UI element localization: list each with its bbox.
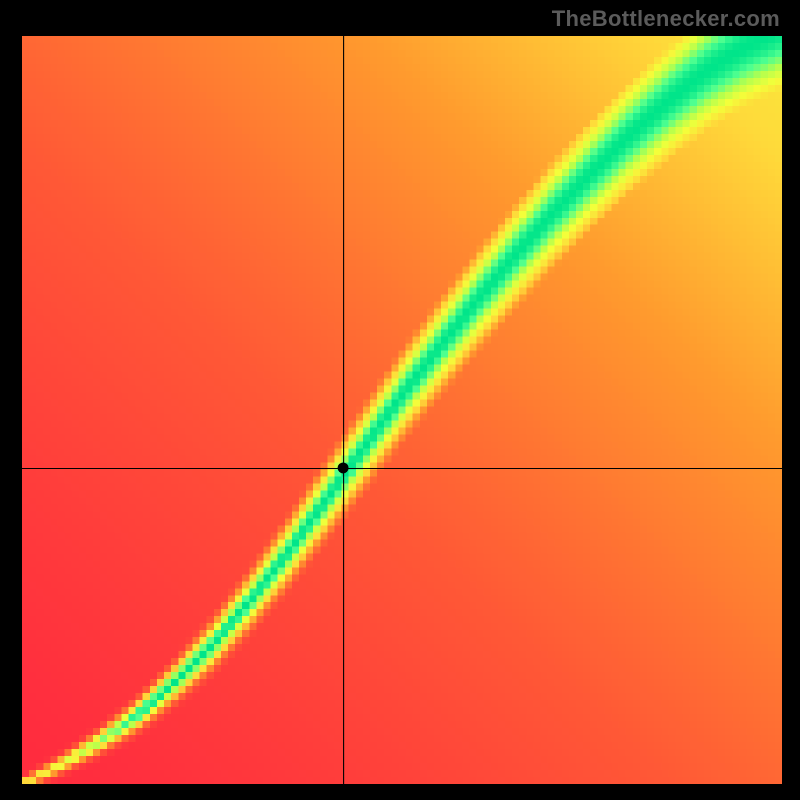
heatmap-plot (22, 36, 782, 784)
chart-container: TheBottlenecker.com (0, 0, 800, 800)
heatmap-overlay (22, 36, 782, 784)
watermark-text: TheBottlenecker.com (552, 6, 780, 32)
